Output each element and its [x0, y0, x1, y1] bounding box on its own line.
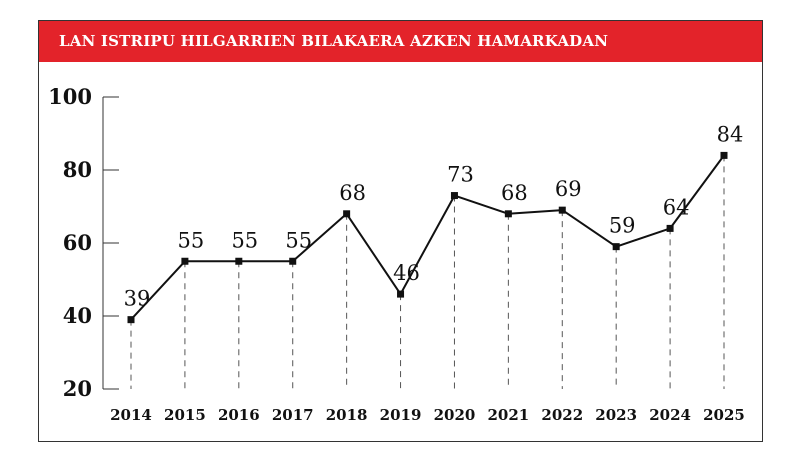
x-tick-label: 2019 — [380, 406, 422, 424]
data-point — [612, 243, 620, 251]
data-point — [181, 257, 189, 265]
data-point — [666, 224, 674, 232]
data-point — [289, 257, 297, 265]
y-tick-label: 60 — [63, 230, 92, 255]
x-tick-label: 2022 — [541, 406, 583, 424]
data-point — [397, 290, 405, 298]
data-point — [127, 316, 135, 324]
data-label: 64 — [663, 195, 690, 219]
x-tick-label: 2021 — [487, 406, 529, 424]
title-banner: LAN ISTRIPU HILGARRIEN BILAKAERA AZKEN H… — [39, 21, 762, 62]
y-tick-label: 80 — [63, 157, 92, 182]
data-label: 39 — [124, 287, 151, 311]
y-tick-label: 100 — [48, 84, 92, 109]
data-point — [504, 210, 512, 218]
data-label: 68 — [501, 181, 528, 205]
x-tick-label: 2024 — [649, 406, 691, 424]
data-point — [450, 192, 458, 200]
data-label: 84 — [717, 122, 744, 146]
x-tick-label: 2017 — [272, 406, 314, 424]
x-tick-label: 2014 — [110, 406, 152, 424]
data-point — [720, 151, 728, 159]
x-tick-label: 2015 — [164, 406, 206, 424]
data-point — [343, 210, 351, 218]
data-label: 68 — [339, 181, 366, 205]
data-label: 55 — [178, 228, 205, 252]
y-tick-label: 40 — [63, 303, 92, 328]
x-tick-label: 2016 — [218, 406, 260, 424]
y-tick-label: 20 — [63, 376, 92, 401]
x-tick-label: 2025 — [703, 406, 745, 424]
data-label: 55 — [231, 228, 258, 252]
data-label: 73 — [447, 163, 474, 187]
x-tick-label: 2020 — [434, 406, 476, 424]
data-label: 59 — [609, 214, 636, 238]
data-label: 46 — [393, 261, 420, 285]
data-point — [235, 257, 243, 265]
x-tick-label: 2018 — [326, 406, 368, 424]
data-point — [558, 206, 566, 214]
data-label: 55 — [285, 228, 312, 252]
series-line — [130, 154, 725, 321]
x-tick-label: 2023 — [595, 406, 637, 424]
data-label: 69 — [555, 177, 582, 201]
chart-title: LAN ISTRIPU HILGARRIEN BILAKAERA AZKEN H… — [59, 32, 609, 50]
